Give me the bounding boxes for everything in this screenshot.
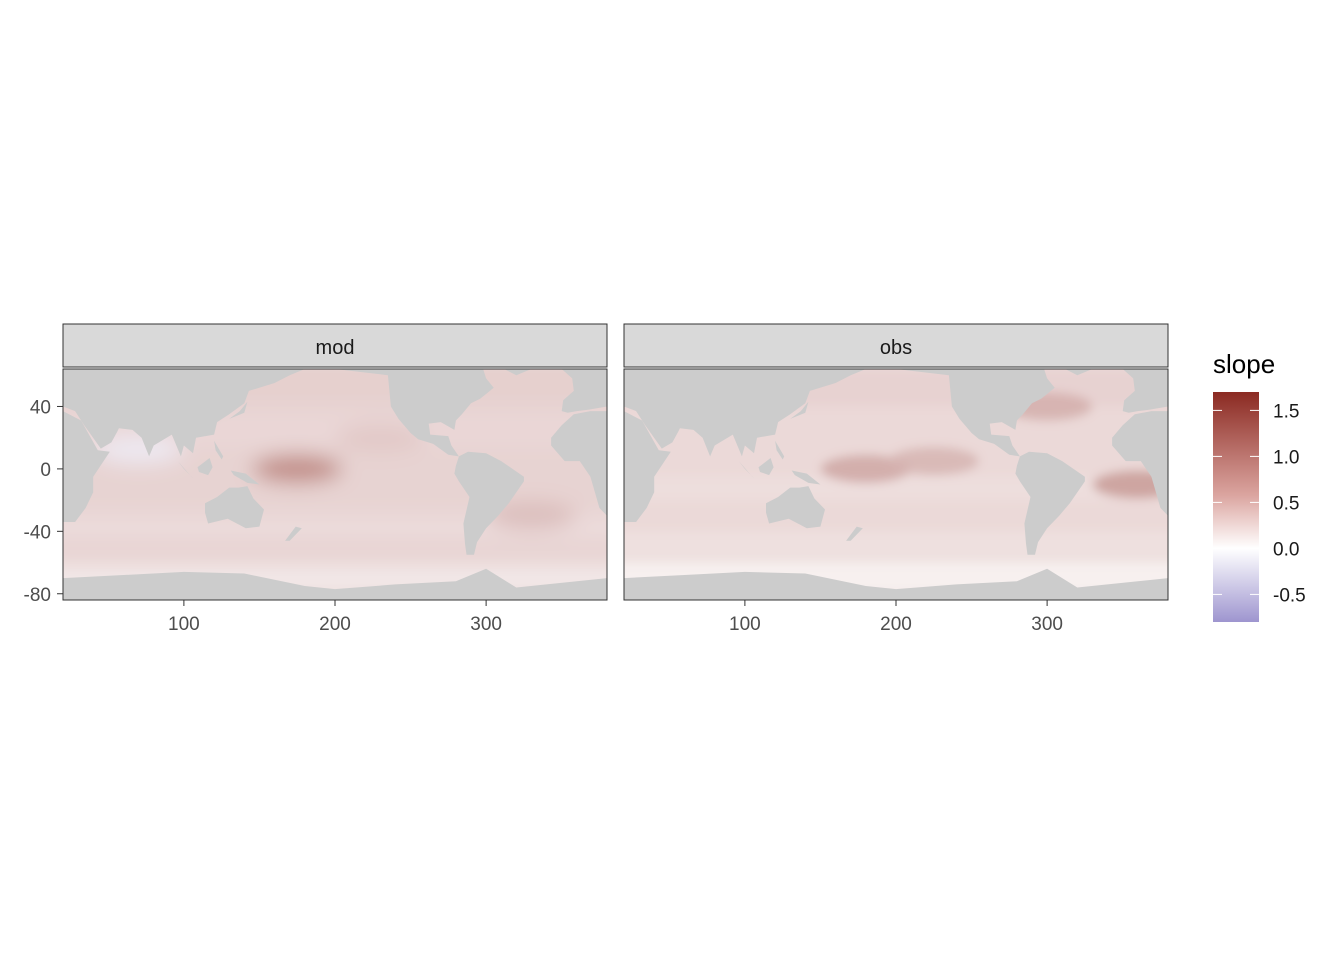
y-tick-label: -80 — [24, 585, 51, 606]
legend-colorbar — [1213, 392, 1259, 622]
x-tick-label-obs: 100 — [729, 614, 761, 635]
x-axis-obs: 100 200 300 — [729, 600, 1063, 635]
land-polygon-mod — [214, 440, 224, 460]
land-polygon-obs — [624, 568, 1168, 600]
land-polygon-mod — [63, 369, 305, 457]
x-tick-label-mod: 100 — [168, 614, 200, 635]
legend-title: slope — [1213, 349, 1275, 379]
land-polygon-obs — [1122, 369, 1168, 413]
facet-strip-mod — [62, 323, 608, 368]
facet-strip-obs — [623, 323, 1169, 368]
land-polygon-mod — [229, 401, 248, 419]
land-mask-mod — [63, 369, 607, 600]
facet-strip-label-mod: mod — [316, 337, 355, 359]
land-polygon-mod — [230, 470, 260, 485]
x-tick-label-mod: 200 — [319, 614, 351, 635]
field-hotspot-mod — [335, 423, 426, 452]
land-polygon-obs — [758, 458, 774, 476]
field-hotspot-obs — [1092, 470, 1168, 499]
land-polygon-mod — [63, 568, 607, 600]
land-polygon-mod — [197, 458, 213, 476]
field-hotspot-mod — [252, 454, 343, 483]
y-axis: 40 0 -40 -80 — [24, 397, 63, 606]
land-polygon-mod — [504, 369, 532, 376]
facet-obs: obs — [623, 323, 1169, 601]
land-polygon-mod — [285, 526, 302, 541]
legend-tick-label: 1.5 — [1273, 401, 1299, 422]
field-hotspot-mod — [486, 501, 577, 530]
land-polygon-obs — [775, 440, 785, 460]
x-axis-mod: 100 200 300 — [168, 600, 502, 635]
land-mask-obs — [624, 369, 1168, 600]
slope-field-mod — [63, 369, 607, 600]
y-tick-label: 40 — [30, 397, 51, 418]
land-polygon-mod — [551, 411, 607, 516]
land-polygon-mod — [561, 369, 607, 413]
land-polygon-obs — [896, 369, 1055, 457]
land-polygon-mod — [335, 369, 494, 457]
facet-mod: mod — [62, 323, 608, 601]
x-tick-label-mod: 300 — [470, 614, 502, 635]
legend-tick-label: 0.5 — [1273, 493, 1299, 514]
color-legend: slope 1.5 1.0 0.5 0.0 -0.5 — [1213, 349, 1306, 622]
field-hotspot-obs — [820, 454, 911, 483]
land-polygon-obs — [1015, 451, 1085, 555]
land-polygon-obs — [846, 526, 863, 541]
land-polygon-obs — [791, 470, 821, 485]
field-hotspot-obs — [888, 447, 979, 476]
land-polygon-obs — [624, 369, 866, 457]
land-polygon-obs — [1065, 369, 1093, 376]
land-polygon-obs — [624, 411, 671, 522]
y-tick-label: 0 — [40, 460, 51, 481]
land-polygon-mod — [205, 486, 264, 529]
facet-strip-label-obs: obs — [880, 337, 912, 359]
x-tick-label-obs: 200 — [880, 614, 912, 635]
field-hotspot-mod — [93, 436, 184, 465]
land-polygon-obs — [790, 401, 809, 419]
x-tick-label-obs: 300 — [1031, 614, 1063, 635]
legend-tick-label: -0.5 — [1273, 585, 1306, 606]
legend-tick-label: 1.0 — [1273, 447, 1299, 468]
legend-ticks: 1.5 1.0 0.5 0.0 -0.5 — [1213, 401, 1306, 606]
land-polygon-obs — [766, 486, 825, 529]
land-polygon-obs — [1112, 411, 1168, 516]
slope-field-obs — [624, 369, 1168, 600]
land-polygon-mod — [454, 451, 524, 555]
y-tick-label: -40 — [24, 522, 51, 543]
field-band-obs — [624, 531, 1168, 563]
land-polygon-mod — [63, 411, 110, 522]
legend-tick-label: 0.0 — [1273, 539, 1299, 560]
